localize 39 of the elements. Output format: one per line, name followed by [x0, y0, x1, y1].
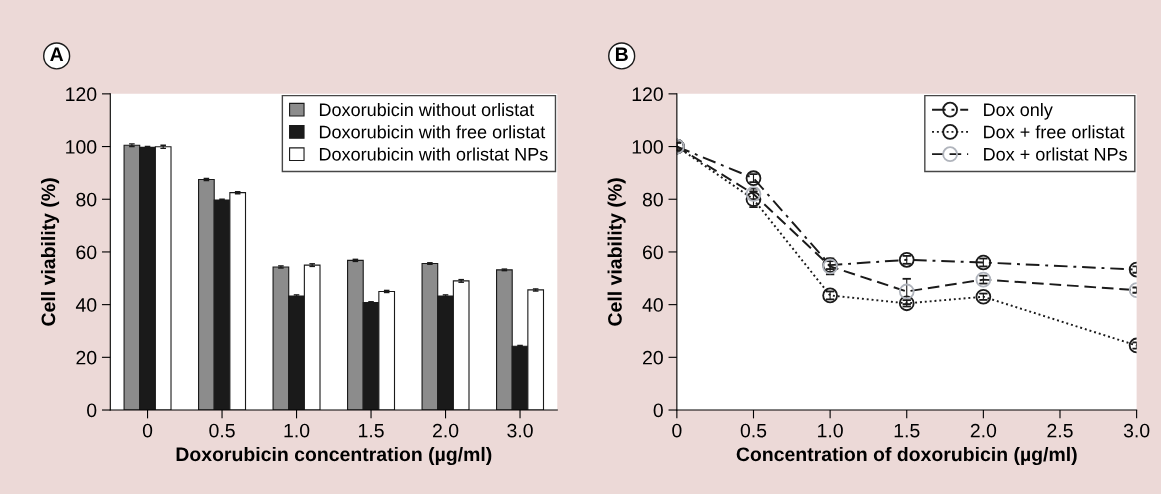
x-tick-label: 1.0	[818, 423, 843, 438]
x-tick-label: 0.5	[740, 423, 767, 438]
x-tick-label: 0.5	[209, 423, 235, 438]
y-tick-label: 0	[87, 403, 97, 418]
y-tick-label: 120	[632, 87, 663, 102]
x-tick-label: 1.5	[359, 423, 384, 438]
x-tick-label: 2.0	[970, 423, 997, 438]
chart-title: B	[615, 47, 628, 61]
y-tick-label: 80	[642, 192, 663, 207]
y-tick-label: 80	[76, 192, 97, 207]
x-tick-label: 1.5	[894, 423, 920, 438]
legend-label: Dox + free orlistat	[984, 125, 1125, 139]
chart-title: A	[50, 47, 64, 61]
legend-label: Dox + orlistat NPs	[984, 147, 1127, 161]
x-tick-label: 0	[142, 423, 153, 438]
y-tick-label: 20	[76, 350, 97, 365]
x-tick-label: 1.0	[284, 423, 310, 438]
y-tick-label: 40	[642, 298, 663, 312]
y-tick-label: 60	[643, 245, 663, 260]
x-axis-title: Concentration of doxorubicin (µg/ml)	[736, 446, 1077, 466]
x-tick-label: 2.5	[1047, 423, 1073, 438]
x-tick-label: 3.0	[507, 423, 533, 438]
y-axis-title: Cell viability (%)	[40, 178, 60, 326]
y-tick-label: 40	[75, 298, 97, 312]
y-tick-label: 100	[66, 140, 97, 154]
x-tick-label: 2.0	[433, 423, 459, 438]
legend-label: Doxorubicin without orlistat	[319, 102, 535, 117]
legend-label: Doxorubicin with orlistat NPs	[319, 147, 548, 161]
x-tick-label: 3.0	[1123, 423, 1150, 438]
x-axis-title: Doxorubicin concentration (µg/ml)	[176, 446, 492, 466]
y-axis-title: Cell viability (%)	[607, 178, 626, 326]
y-tick-label: 120	[66, 87, 97, 102]
y-tick-label: 0	[653, 403, 663, 418]
y-tick-label: 100	[632, 140, 663, 154]
x-tick-label: 0	[672, 423, 682, 438]
legend-label: Doxorubicin with free orlistat	[319, 125, 546, 139]
legend-label: Dox only	[984, 102, 1053, 120]
y-tick-label: 20	[643, 350, 663, 365]
y-tick-label: 60	[76, 245, 97, 260]
